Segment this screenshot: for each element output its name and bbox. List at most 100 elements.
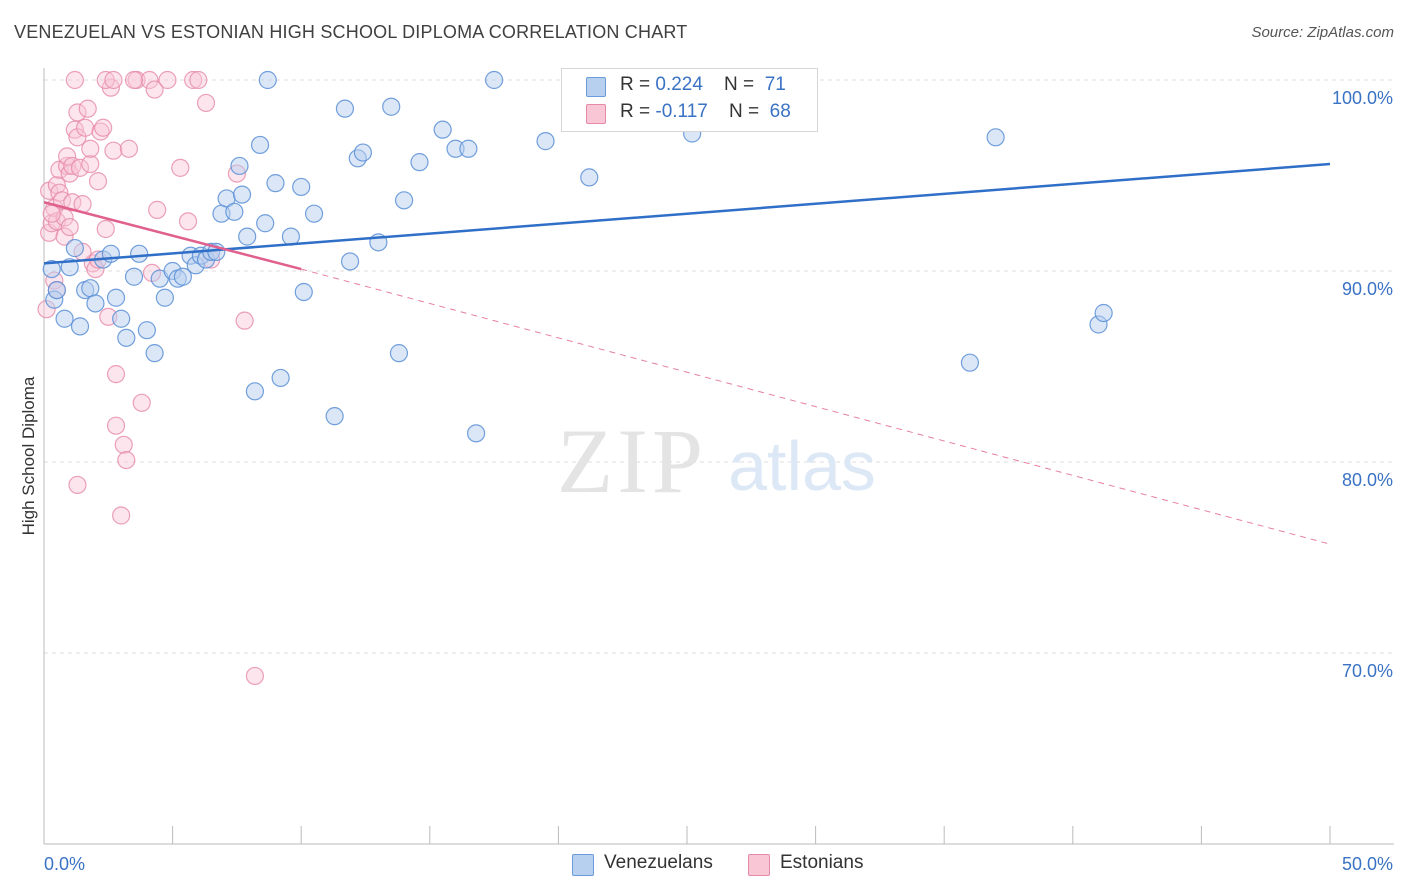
- legend-r-value: 0.224: [655, 74, 703, 95]
- estonians-point: [145, 80, 164, 99]
- venezuelans-point: [137, 321, 156, 340]
- legend-swatch-pink: [586, 104, 606, 124]
- venezuelans-point: [70, 317, 90, 336]
- axes: [43, 68, 1394, 845]
- venezuelans-point: [281, 227, 301, 246]
- venezuelans-trend-line: [43, 162, 1331, 265]
- estonians-point: [78, 99, 97, 118]
- estonians-point: [112, 506, 131, 525]
- legend-label-venezuelans: Venezuelans: [604, 852, 713, 873]
- y-tick-label: 100.0%: [1332, 88, 1393, 108]
- venezuelans-point: [42, 259, 61, 279]
- y-tick-label: 90.0%: [1342, 279, 1393, 299]
- venezuelans-point: [466, 424, 486, 443]
- y-tick-label: 80.0%: [1342, 470, 1393, 490]
- venezuelans-point: [258, 70, 277, 90]
- venezuelans-point: [65, 238, 84, 258]
- estonians-point: [148, 200, 167, 219]
- venezuelans-point: [410, 153, 429, 172]
- venezuelans-point: [536, 132, 555, 151]
- trend-lines: [43, 162, 1331, 545]
- venezuelans-point: [433, 120, 452, 139]
- venezuelans-point: [245, 382, 265, 401]
- y-tick-labels: 70.0% 80.0% 90.0% 100.0%: [1332, 88, 1393, 681]
- venezuelans-point: [86, 294, 105, 313]
- estonians-point: [70, 158, 90, 177]
- estonians-point: [68, 128, 87, 147]
- watermark: ZIP atlas: [557, 410, 876, 512]
- estonians-point: [94, 118, 113, 137]
- chart-title: VENEZUELAN VS ESTONIAN HIGH SCHOOL DIPLO…: [14, 22, 688, 42]
- estonians-point: [42, 204, 61, 223]
- estonians-point: [65, 70, 84, 90]
- legend-swatch-blue: [586, 77, 606, 97]
- estonians-point: [245, 666, 265, 686]
- legend-swatch-venezuelans: [572, 854, 594, 876]
- x-tick-label: 0.0%: [44, 854, 85, 874]
- venezuelans-point: [382, 97, 401, 116]
- venezuelans-point: [230, 156, 249, 176]
- venezuelans-point: [340, 252, 360, 271]
- venezuelans-point: [155, 288, 174, 307]
- venezuelans-point: [353, 143, 373, 162]
- estonians-point: [178, 212, 198, 231]
- estonians-point: [235, 311, 254, 330]
- venezuelans-point: [250, 135, 270, 155]
- estonians-point: [68, 475, 87, 495]
- venezuelans-point: [81, 279, 100, 298]
- legend-r-label: R =: [620, 101, 656, 122]
- watermark-zip: ZIP: [557, 410, 707, 512]
- venezuelans-point: [325, 407, 344, 426]
- estonians-point: [196, 93, 216, 113]
- venezuelans-point: [124, 267, 144, 286]
- venezuelans-point: [55, 309, 74, 328]
- venezuelans-point: [394, 191, 414, 210]
- venezuelans-point: [335, 99, 355, 118]
- estonians-point: [184, 70, 203, 90]
- venezuelans-point: [389, 344, 409, 363]
- venezuelans-point: [173, 267, 192, 286]
- estonians-point: [106, 365, 126, 384]
- legend-n-label: N =: [724, 74, 760, 95]
- estonians-points: [37, 70, 265, 686]
- y-tick-label: 70.0%: [1342, 661, 1393, 681]
- estonians-point: [104, 70, 123, 90]
- estonians-point: [189, 70, 208, 90]
- estonians-point: [81, 154, 100, 174]
- estonians-point: [76, 118, 95, 137]
- venezuelans-point: [271, 368, 290, 388]
- venezuelans-point: [238, 227, 257, 246]
- legend-n-value: 68: [769, 101, 791, 122]
- venezuelans-point: [47, 281, 66, 300]
- legend-r-value: -0.117: [655, 101, 708, 122]
- venezuelans-point: [117, 328, 136, 347]
- stats-legend: R = 0.224 N = 71 R = -0.117 N = 68: [561, 68, 818, 132]
- estonians-point: [132, 393, 151, 412]
- estonians-point: [81, 139, 100, 158]
- estonians-point: [117, 450, 136, 470]
- estonians-point: [96, 70, 115, 90]
- venezuelans-point: [294, 282, 313, 302]
- venezuelans-point: [580, 168, 599, 187]
- estonians-point: [96, 219, 115, 239]
- venezuelans-point: [960, 353, 980, 372]
- venezuelans-point: [106, 288, 126, 307]
- venezuelans-point: [256, 214, 275, 233]
- estonians-point: [60, 217, 79, 237]
- watermark-atlas: atlas: [728, 427, 876, 505]
- estonians-point: [88, 172, 108, 191]
- venezuelans-point: [232, 185, 252, 204]
- estonians-point: [140, 70, 159, 90]
- estonians-point: [158, 70, 177, 90]
- estonians-point: [119, 139, 138, 158]
- x-tick-label: 50.0%: [1342, 854, 1393, 874]
- estonians-point: [104, 141, 123, 160]
- x-tick-labels: 0.0% 50.0%: [44, 854, 1393, 874]
- legend-n-value: 71: [764, 74, 786, 95]
- venezuelans-point: [986, 128, 1005, 147]
- source-label: Source: ZipAtlas.com: [1251, 24, 1394, 41]
- estonians-point: [124, 70, 144, 90]
- legend-n-label: N =: [728, 101, 765, 122]
- estonians-point: [171, 158, 190, 177]
